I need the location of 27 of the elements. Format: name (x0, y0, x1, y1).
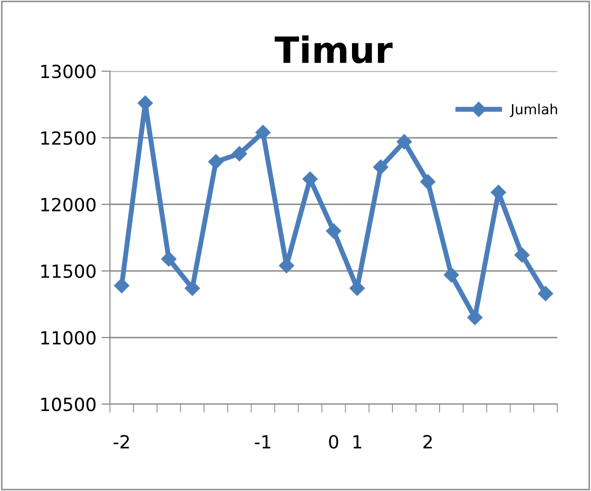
point (396, 134, 412, 150)
y-tick-label: 11500 (41, 264, 96, 278)
point (326, 223, 342, 239)
point (420, 174, 436, 190)
point (114, 278, 130, 294)
y-tick-label: 13000 (41, 64, 96, 78)
point (208, 154, 224, 170)
point (232, 146, 248, 162)
y-tick-label: 11000 (41, 330, 96, 345)
point (373, 160, 388, 175)
point (302, 171, 318, 187)
point (444, 267, 459, 282)
y-tick-label: 12000 (41, 198, 96, 212)
y-tick-label: 12500 (41, 131, 96, 145)
y-tick-label: 10500 (41, 398, 96, 412)
x-tick-label: -2 (114, 434, 129, 448)
x-tick-label: 1 (353, 435, 362, 448)
chart-title: Timur (274, 35, 393, 64)
point (184, 280, 200, 296)
point (161, 251, 176, 267)
point (538, 286, 554, 302)
point (514, 247, 530, 263)
point (255, 124, 271, 140)
x-tick-label: -1 (254, 435, 270, 448)
x-tick-label: 2 (423, 434, 432, 448)
legend-label: Jumlah (510, 104, 558, 117)
x-tick-label: 0 (329, 434, 338, 449)
